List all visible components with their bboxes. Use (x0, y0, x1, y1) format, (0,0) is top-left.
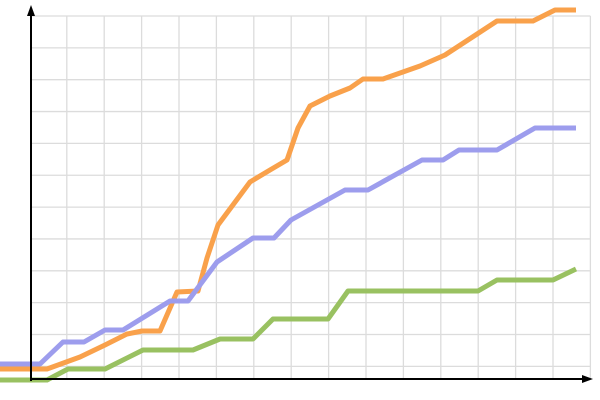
x-axis-arrow-icon (582, 375, 593, 383)
data-series (0, 7, 578, 383)
axes (27, 5, 593, 383)
green-line (0, 266, 578, 383)
purple-line (0, 125, 576, 367)
orange-line (0, 7, 576, 372)
grid-lines (31, 15, 592, 379)
y-axis-arrow-icon (27, 5, 35, 16)
